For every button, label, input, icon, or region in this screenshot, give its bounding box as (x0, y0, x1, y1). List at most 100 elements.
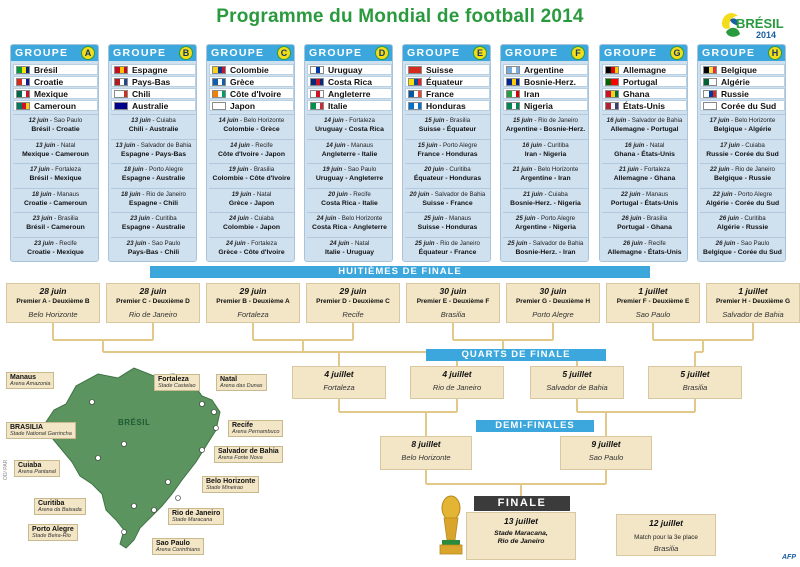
match-date: 21 juin (523, 190, 543, 198)
venue-city: Rio de Janeiro (172, 510, 221, 517)
r16-date: 30 juin (439, 286, 467, 296)
match-date: 26 juin (719, 215, 739, 222)
group-letter-badge: C (277, 46, 291, 60)
match-separator: - (49, 166, 56, 173)
r16-teams: Premier E - Deuxième F (416, 298, 490, 305)
match-city: Recife (59, 239, 77, 247)
r16-city: Rio de Janeiro (128, 310, 178, 319)
flag-icon (114, 90, 128, 98)
flag-icon (114, 66, 128, 74)
match-separator: - (349, 239, 355, 247)
group-match: 21 juin - Cuiaba Bosnie-Herz. - Nigeria (503, 187, 588, 212)
match-date: 25 juin (423, 215, 444, 222)
match-city: Salvador de Bahia (532, 239, 584, 247)
venue-label: BRASILIA Stade National Garrincha (6, 422, 76, 439)
match-teams: Espagne - Australie (121, 175, 186, 182)
venue-city: BRASILIA (10, 424, 44, 431)
group-match: 20 juin - Recife Costa Rica - Italie (307, 187, 392, 212)
r16-city: Brasilia (440, 310, 466, 319)
match-separator: - (345, 141, 352, 149)
match-date-line: 19 juin - Natal (209, 191, 294, 198)
team-row: Suisse (405, 64, 490, 75)
group-match: 14 juin - Fortaleza Uruguay - Costa Rica (307, 114, 392, 138)
match-date: 20 juin (409, 190, 430, 198)
team-row: Allemagne (602, 64, 687, 75)
match-date: 23 juin (130, 215, 150, 222)
final-venue-line2: Rio de Janeiro (497, 538, 545, 545)
match-date-line: 13 juin - Natal (13, 142, 98, 149)
sf-date: 9 juillet (591, 439, 621, 449)
match-date: 18 juin (31, 190, 52, 198)
group-letter-badge: E (473, 46, 487, 60)
r16-date: 30 juin (539, 286, 567, 296)
venue-city: Porto Alegre (32, 526, 74, 533)
match-teams: Russie - Corée du Sud (706, 150, 779, 158)
match-city: Natal (649, 141, 665, 149)
team-row: France (405, 88, 490, 99)
flag-icon (703, 102, 717, 110)
team-row: Côte d'Ivoire (209, 88, 294, 99)
match-teams: Angleterre - Italie (321, 150, 378, 158)
match-teams: Costa Rica - Angleterre (312, 224, 387, 231)
group-match: 25 juin - Porto Alegre Argentine - Nigeri… (503, 212, 588, 236)
match-date-line: 14 juin - Manaus (307, 142, 392, 149)
match-city: Fortaleza (644, 166, 670, 173)
flag-icon (16, 66, 30, 74)
venue-stadium: Arena Corinthians (156, 547, 201, 553)
venue-stadium: Arena das Dunas (220, 383, 263, 389)
team-row: Argentine (503, 64, 588, 75)
group-label: GROUPE (702, 47, 756, 59)
match-date-line: 16 juin - Curitiba (503, 142, 588, 149)
group-match: 16 juin - Salvador de Bahia Allemagne - P… (602, 114, 687, 138)
match-separator: - (542, 190, 549, 198)
team-name: Pays-Bas (132, 77, 171, 87)
match-city: Belo Horizonte (734, 117, 776, 124)
match-date: 17 juin (709, 117, 730, 124)
qf-city: Brasilia (682, 383, 708, 392)
match-separator: - (48, 117, 54, 124)
match-city: Fortaleza (349, 117, 375, 124)
venue-city: Belo Horizonte (206, 478, 256, 485)
match-city: Rio de Janeiro (440, 239, 480, 247)
team-name: Algérie (721, 77, 750, 87)
match-date-line: 17 juin - Fortaleza (13, 166, 98, 173)
match-date-line: 24 juin - Natal (307, 240, 392, 247)
group-match: 16 juin - Curitiba Iran - Nigeria (503, 138, 588, 163)
r16-date: 29 juin (339, 286, 367, 296)
match-city: Cuiaba (548, 190, 568, 198)
group-header: GROUPE B (109, 45, 196, 61)
team-row: Uruguay (307, 64, 392, 75)
match-separator: - (53, 239, 60, 247)
match-city: Fortaleza (251, 239, 277, 247)
r16-teams: Premier H - Deuxième G (715, 298, 791, 305)
r16-teams: Premier C - Deuxième D (116, 298, 190, 305)
match-teams: Argentine - Iran (520, 175, 571, 182)
match-separator: - (248, 166, 254, 173)
flag-icon (212, 78, 226, 86)
team-row: Pays-Bas (111, 76, 196, 87)
match-city: Salvador de Bahia (631, 117, 683, 124)
match-date: 16 juin (522, 141, 542, 149)
r16-city: Sao Paulo (635, 310, 671, 319)
match-date: 24 juin (329, 239, 350, 247)
match-city: Manaus (351, 141, 374, 149)
logo-word: BRÉSIL (736, 16, 784, 31)
match-teams: Brésil - Mexique (29, 175, 82, 182)
match-date-line: 13 juin - Salvador de Bahia (111, 142, 196, 149)
match-separator: - (245, 239, 252, 247)
match-city: Brasilia (646, 215, 668, 222)
third-place-label: Match pour la 3e place (634, 534, 698, 541)
group-letter-badge: B (179, 46, 193, 60)
match-date: 20 juin (328, 190, 348, 198)
match-date-line: 18 juin - Manaus (13, 191, 98, 198)
match-date-line: 22 juin - Manaus (602, 191, 687, 198)
group-letter-badge: H (768, 46, 782, 60)
match-teams: Costa Rica - Italie (321, 199, 378, 207)
r16-teams: Premier B - Deuxième A (216, 298, 290, 305)
match-city: Brasilia (57, 215, 79, 222)
match-city: Belo Horizonte (341, 215, 383, 222)
team-row: Corée du Sud (700, 100, 785, 111)
venue-label: Natal Arena das Dunas (216, 374, 267, 391)
group-match: 19 juin - Sao Paulo Uruguay - Angleterre (307, 163, 392, 187)
